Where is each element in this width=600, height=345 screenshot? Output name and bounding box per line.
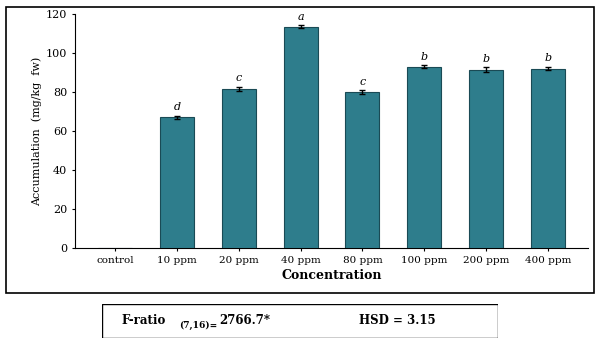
Bar — [160, 117, 194, 248]
Text: c: c — [236, 73, 242, 83]
Text: b: b — [421, 52, 428, 62]
Text: F-ratio: F-ratio — [122, 314, 166, 327]
Text: d: d — [173, 102, 181, 112]
Bar — [284, 27, 317, 248]
Bar — [346, 92, 379, 248]
Bar — [407, 67, 441, 248]
Bar — [222, 89, 256, 248]
Text: b: b — [482, 54, 490, 63]
Bar — [531, 69, 565, 248]
FancyBboxPatch shape — [102, 304, 498, 338]
Text: c: c — [359, 77, 365, 87]
Text: a: a — [297, 12, 304, 22]
X-axis label: Concentration: Concentration — [281, 269, 382, 282]
Text: 2766.7*: 2766.7* — [219, 314, 270, 327]
Text: (7,16)=: (7,16)= — [179, 321, 217, 329]
Y-axis label: Accumulation  (mg/kg  fw): Accumulation (mg/kg fw) — [31, 57, 42, 206]
Text: HSD = 3.15: HSD = 3.15 — [359, 314, 436, 327]
Text: b: b — [544, 53, 551, 63]
Bar — [469, 69, 503, 248]
